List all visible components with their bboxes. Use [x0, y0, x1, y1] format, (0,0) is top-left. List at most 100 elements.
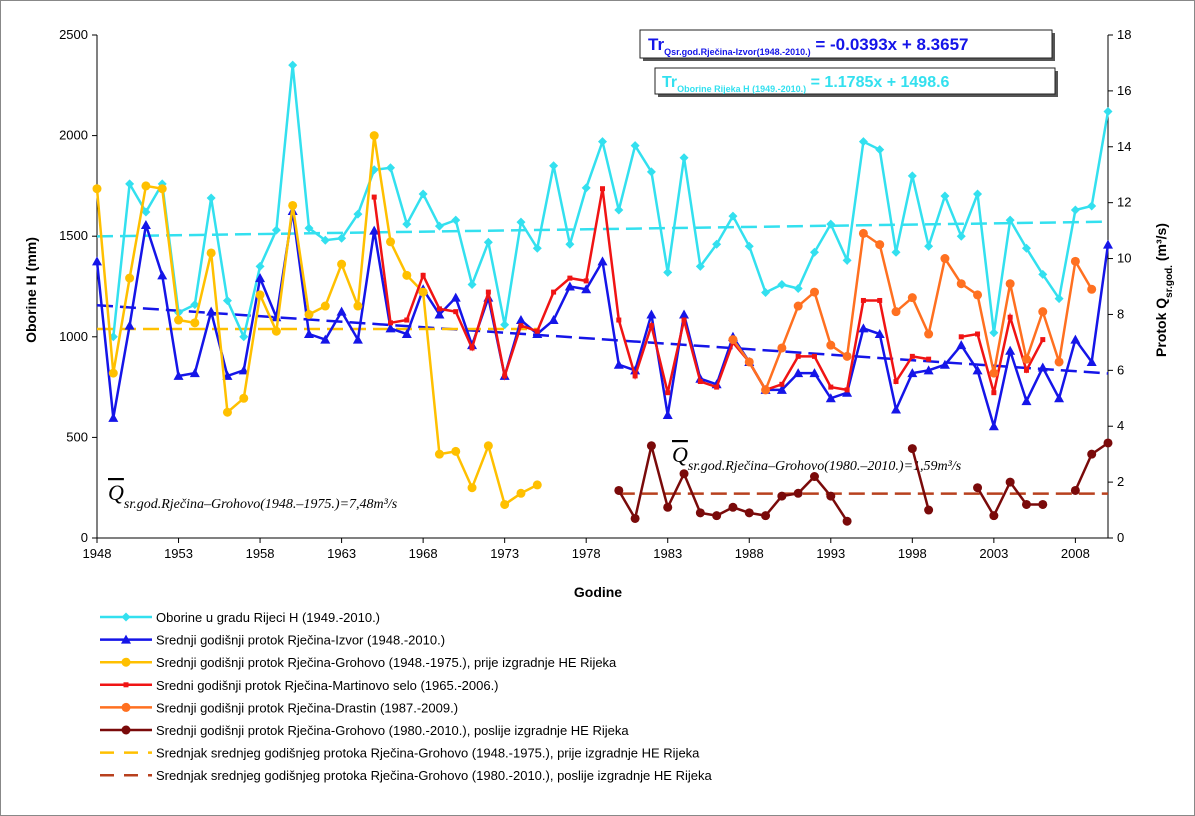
- marker: [255, 273, 266, 283]
- marker: [388, 320, 394, 326]
- marker: [712, 511, 722, 521]
- legend-label: Srednji godišnji protok Rječina-Grohovo …: [156, 723, 629, 738]
- marker: [434, 221, 444, 231]
- eq-main: Tr: [662, 74, 677, 91]
- y2-tick-label: 0: [1117, 530, 1124, 545]
- mean-label: Qsr.god.Rječina–Grohovo(1948.–1975.)=7,4…: [108, 480, 398, 512]
- legend-label: Oborine u gradu Rijeci H (1949.-2010.): [156, 610, 380, 625]
- marker: [581, 284, 592, 294]
- marker: [924, 329, 934, 339]
- marker: [500, 499, 510, 509]
- marker: [206, 248, 216, 258]
- marker: [1054, 294, 1064, 304]
- trend-line: [96, 220, 1109, 238]
- marker: [386, 163, 396, 173]
- x-tick-label: 1958: [246, 546, 275, 561]
- marker: [385, 323, 396, 333]
- marker: [255, 261, 265, 271]
- marker: [973, 290, 983, 300]
- x-axis-label: Godine: [574, 584, 622, 600]
- y2-label-sub: sr.god.: [1164, 265, 1175, 298]
- marker: [518, 323, 524, 329]
- marker: [353, 301, 363, 311]
- y2-tick-label: 8: [1117, 306, 1124, 321]
- marker: [793, 301, 803, 311]
- marker: [648, 323, 654, 329]
- marker: [811, 353, 817, 359]
- marker: [288, 200, 298, 210]
- marker: [712, 239, 722, 249]
- marker: [907, 444, 917, 454]
- marker: [125, 273, 135, 283]
- marker: [826, 340, 836, 350]
- marker: [206, 306, 217, 316]
- y-tick-label: 2000: [59, 128, 88, 143]
- marker: [189, 368, 200, 378]
- marker: [924, 241, 934, 251]
- marker: [450, 292, 461, 302]
- marker: [1005, 279, 1015, 289]
- marker: [826, 219, 836, 229]
- marker: [121, 657, 131, 667]
- marker: [583, 278, 589, 284]
- marker: [304, 223, 314, 233]
- marker: [777, 343, 787, 353]
- marker: [1087, 284, 1097, 294]
- marker: [157, 270, 168, 280]
- marker: [485, 289, 491, 295]
- marker: [551, 289, 557, 295]
- marker: [1023, 367, 1029, 373]
- marker: [304, 309, 314, 319]
- marker: [1038, 269, 1048, 279]
- marker: [809, 368, 820, 378]
- marker: [714, 384, 720, 390]
- marker: [190, 318, 200, 328]
- marker: [434, 449, 444, 459]
- marker: [418, 189, 428, 199]
- marker: [761, 288, 771, 298]
- marker: [809, 472, 819, 482]
- x-tick-label: 1948: [83, 546, 112, 561]
- marker: [532, 243, 542, 253]
- marker: [337, 259, 347, 269]
- marker: [124, 320, 135, 330]
- marker: [1087, 449, 1097, 459]
- marker: [665, 390, 671, 396]
- marker: [1086, 356, 1097, 366]
- marker: [567, 275, 573, 281]
- y2-tick-label: 6: [1117, 362, 1124, 377]
- marker: [728, 211, 738, 221]
- marker: [453, 309, 459, 315]
- eq-rest: = -0.0393x + 8.3657: [811, 35, 969, 54]
- y-tick-label: 1500: [59, 228, 88, 243]
- marker: [92, 256, 102, 266]
- marker: [956, 279, 966, 289]
- x-tick-label: 1993: [816, 546, 845, 561]
- y-axis-label: Oborine H (mm): [23, 237, 39, 343]
- marker: [744, 241, 754, 251]
- marker: [793, 284, 803, 294]
- marker: [616, 317, 622, 323]
- marker: [646, 309, 657, 319]
- marker: [793, 368, 804, 378]
- y-tick-label: 500: [66, 429, 88, 444]
- marker: [515, 315, 526, 325]
- marker: [451, 215, 461, 225]
- x-tick-label: 1953: [164, 546, 193, 561]
- marker: [1103, 438, 1113, 448]
- marker: [973, 483, 983, 493]
- x-tick-label: 1973: [490, 546, 519, 561]
- marker: [564, 281, 575, 291]
- marker: [369, 131, 379, 141]
- marker: [337, 233, 347, 243]
- marker: [860, 297, 866, 303]
- marker: [123, 682, 129, 688]
- marker: [875, 145, 885, 155]
- y2-tick-label: 10: [1117, 251, 1131, 266]
- marker: [320, 235, 330, 245]
- marker: [1037, 362, 1048, 372]
- legend-label: Srednji godišnji protok Rječina-Izvor (1…: [156, 633, 445, 648]
- marker: [1054, 357, 1064, 367]
- marker: [386, 237, 396, 247]
